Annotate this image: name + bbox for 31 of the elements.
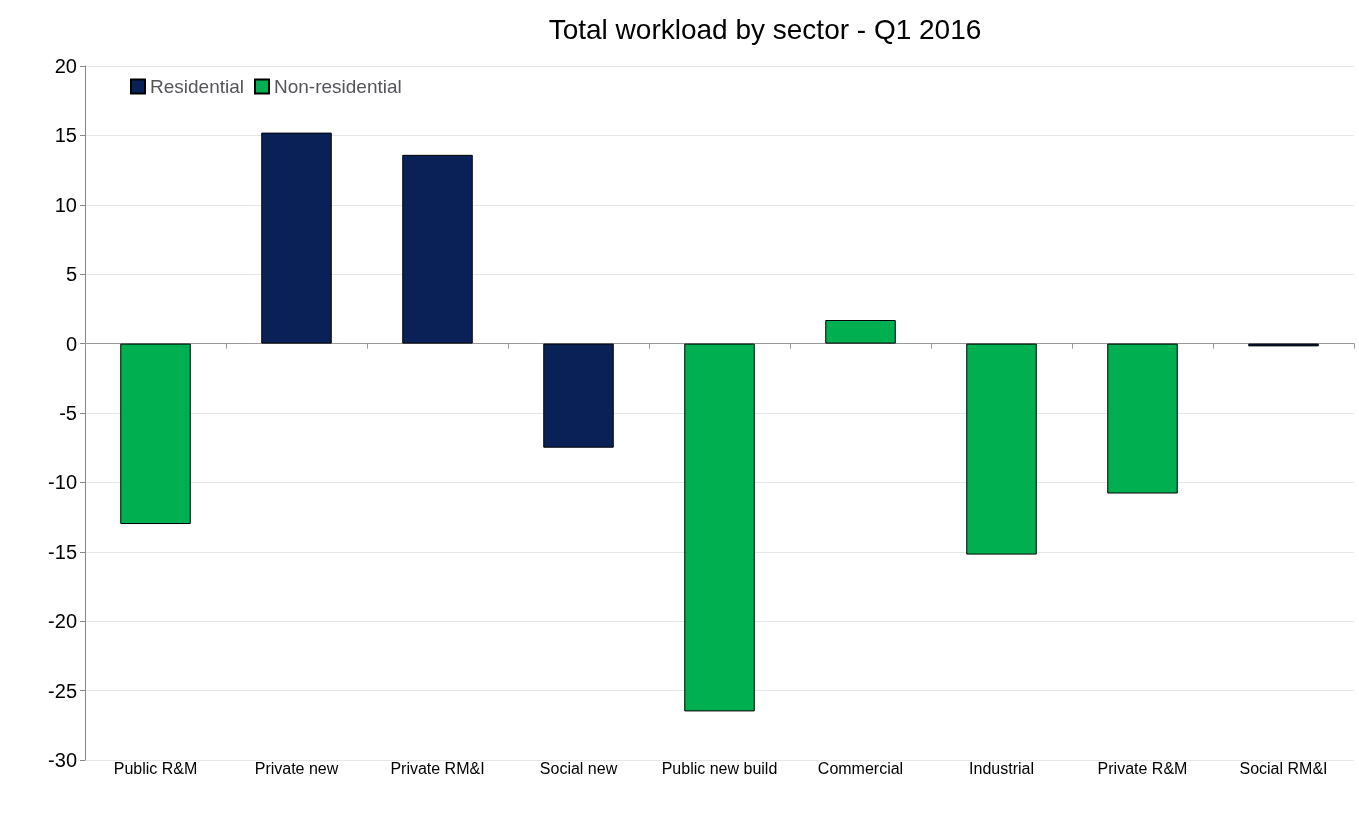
bar xyxy=(825,320,896,344)
y-tick-label: -20 xyxy=(48,610,77,633)
y-tick-label: 20 xyxy=(54,55,77,77)
legend-label: Non-residential xyxy=(274,76,402,97)
bar xyxy=(1107,343,1178,494)
y-tick-label: 0 xyxy=(65,332,77,355)
y-tick-label: -30 xyxy=(48,749,77,771)
chart-title: Total workload by sector - Q1 2016 xyxy=(548,13,982,45)
legend-label: Residential xyxy=(150,76,244,97)
y-tick-label: 5 xyxy=(65,263,77,286)
bar xyxy=(261,132,332,344)
bar xyxy=(120,343,191,525)
y-tick-label: 10 xyxy=(54,193,77,216)
x-tick-label: Public R&M xyxy=(113,759,198,777)
y-tick-label: -10 xyxy=(48,471,77,494)
bar xyxy=(966,343,1037,555)
x-tick-label: Public new build xyxy=(661,759,778,777)
x-tick-label: Industrial xyxy=(969,759,1034,777)
x-tick-label: Private new xyxy=(254,759,339,777)
bar xyxy=(543,343,614,448)
x-tick-label: Private R&M xyxy=(1097,759,1188,777)
x-tick-label: Social new xyxy=(539,759,618,777)
y-tick-label: -5 xyxy=(59,402,77,424)
y-tick-label: 15 xyxy=(54,124,77,147)
x-tick-label: Commercial xyxy=(817,759,904,777)
y-tick-label: -15 xyxy=(48,540,77,563)
bar xyxy=(684,343,755,712)
x-tick-label: Social RM&I xyxy=(1239,759,1328,777)
x-tick-label: Private RM&I xyxy=(390,759,485,777)
bar xyxy=(402,154,473,344)
y-tick-label: -25 xyxy=(48,679,77,702)
